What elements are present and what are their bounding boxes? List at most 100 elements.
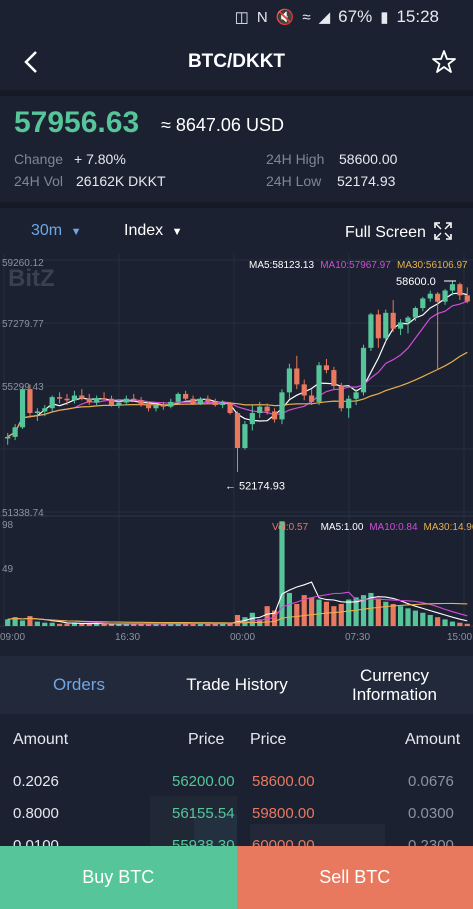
volume-bar [42, 622, 48, 626]
volume-bar [138, 623, 144, 626]
volume-bar [190, 622, 196, 626]
back-button[interactable] [18, 46, 46, 78]
volume-bar [279, 521, 285, 626]
header-ask-amount: Amount [405, 731, 461, 748]
volume-bar [71, 622, 78, 626]
vol-ma30-line [7, 602, 468, 624]
sell-button[interactable]: Sell BTC [236, 846, 473, 909]
orderbook-row[interactable]: 0.8000 56155.54 59800.00 0.0300 [0, 805, 473, 833]
candle-body [234, 413, 241, 449]
favorite-button[interactable] [429, 46, 459, 78]
volume-bar [5, 619, 11, 626]
candle-body [346, 398, 352, 409]
candle-body [442, 290, 448, 302]
volume-bar [360, 595, 367, 626]
candle-body [197, 398, 204, 404]
candle-body [220, 403, 226, 406]
caret-down-icon: ▼ [171, 226, 183, 238]
low-price-annotation: ← 52174.93 [225, 480, 285, 492]
change-value: + 7.80% [74, 151, 126, 167]
candle-body [449, 284, 456, 291]
volume-bar [175, 623, 181, 626]
candle-body [101, 398, 107, 400]
tab-orders[interactable]: Orders [53, 675, 105, 694]
buy-button[interactable]: Buy BTC [0, 846, 237, 909]
legend-label: MA30:56106.97 [397, 260, 468, 271]
high-value: 58600.00 [339, 151, 398, 167]
status-bar: ◫ N 🔇 ≈ ◢ 67% ▮ 15:28 [0, 0, 473, 34]
candle-body [427, 293, 433, 299]
candle-body [5, 436, 11, 439]
ask-price: 58600.00 [252, 773, 315, 790]
header-bid-amount: Amount [13, 731, 69, 748]
volume-bar [449, 621, 456, 626]
mute-icon: 🔇 [275, 9, 295, 26]
volume-bar [331, 606, 337, 626]
volume-bar [49, 622, 55, 626]
fullscreen-label: Full Screen [345, 224, 426, 241]
volume-bar [79, 623, 85, 626]
volume-bar [323, 601, 330, 626]
volume-bar [12, 617, 18, 626]
candle-body [257, 406, 263, 414]
volume-bar [457, 622, 463, 626]
candle-body [405, 317, 411, 323]
bid-amount: 0.8000 [13, 805, 59, 822]
candle-body [331, 370, 337, 386]
volume-bar [346, 599, 352, 626]
candle-body [42, 408, 48, 412]
volume-bar [353, 597, 359, 626]
page-title: BTC/DKKT [187, 51, 286, 72]
candle-body [353, 392, 359, 399]
volume-bar [405, 608, 411, 626]
chart-svg: BitZ 59260.12 57279.77 55299.43 51338.74 MA5… [0, 254, 473, 643]
fullscreen-button[interactable]: Full Screen [345, 222, 453, 242]
volume-bar [205, 623, 211, 626]
volume-value: 26162K DKKT [76, 173, 166, 189]
candle-body [242, 424, 248, 449]
battery-percent: 67% [338, 7, 373, 26]
candle-body [116, 402, 122, 406]
notification-icon: ◫ [234, 9, 249, 26]
kline-chart[interactable]: BitZ 59260.12 57279.77 55299.43 51338.74 MA5… [0, 254, 473, 654]
x-tick-label: 07:30 [345, 632, 370, 643]
orderbook-row[interactable]: 0.2026 56200.00 58600.00 0.0676 [0, 773, 473, 801]
y-tick-label: 57279.77 [2, 319, 44, 330]
volume-bar [197, 623, 204, 626]
candle-body [286, 368, 292, 393]
volume-bar [309, 597, 315, 626]
caret-down-icon: ▼ [70, 226, 82, 238]
legend-label: MA5:58123.13 [249, 260, 314, 271]
interval-dropdown[interactable]: 30m ▼ [31, 222, 81, 240]
header-ask-price: Price [250, 731, 287, 748]
candle-body [420, 298, 426, 309]
ask-amount: 0.0300 [408, 805, 454, 822]
tab-currency-information[interactable]: Currency Information [351, 666, 438, 704]
volume-bar [390, 603, 396, 626]
volume-bar [116, 623, 122, 626]
expand-icon [434, 222, 453, 240]
candle-body [34, 411, 40, 414]
change-label: Change [14, 151, 64, 167]
tab-trade-history[interactable]: Trade History [186, 675, 288, 694]
volume-bar [212, 623, 218, 626]
candle-body [464, 295, 470, 302]
bid-amount: 0.0100 [13, 837, 59, 846]
volume-bar [271, 610, 278, 626]
candle-body [190, 398, 196, 404]
candle-body [212, 401, 218, 406]
x-tick-label: 09:00 [0, 632, 25, 643]
orderbook-row[interactable]: 0.0100 55938.30 60000.00 0.2300 [0, 837, 473, 846]
candle-body [57, 397, 63, 399]
tab-bar: Orders Trade History Currency Informatio… [0, 656, 473, 714]
interval-label: 30m [31, 222, 63, 239]
volume-bar [64, 623, 70, 626]
high-label: 24H High [266, 151, 325, 167]
candle-body [271, 411, 278, 420]
volume-bar [338, 603, 344, 626]
candle-body [249, 413, 255, 425]
ma30-line [7, 351, 468, 438]
volume-bar [301, 595, 307, 626]
index-dropdown[interactable]: Index ▼ [124, 222, 182, 240]
candle-body [301, 384, 307, 396]
